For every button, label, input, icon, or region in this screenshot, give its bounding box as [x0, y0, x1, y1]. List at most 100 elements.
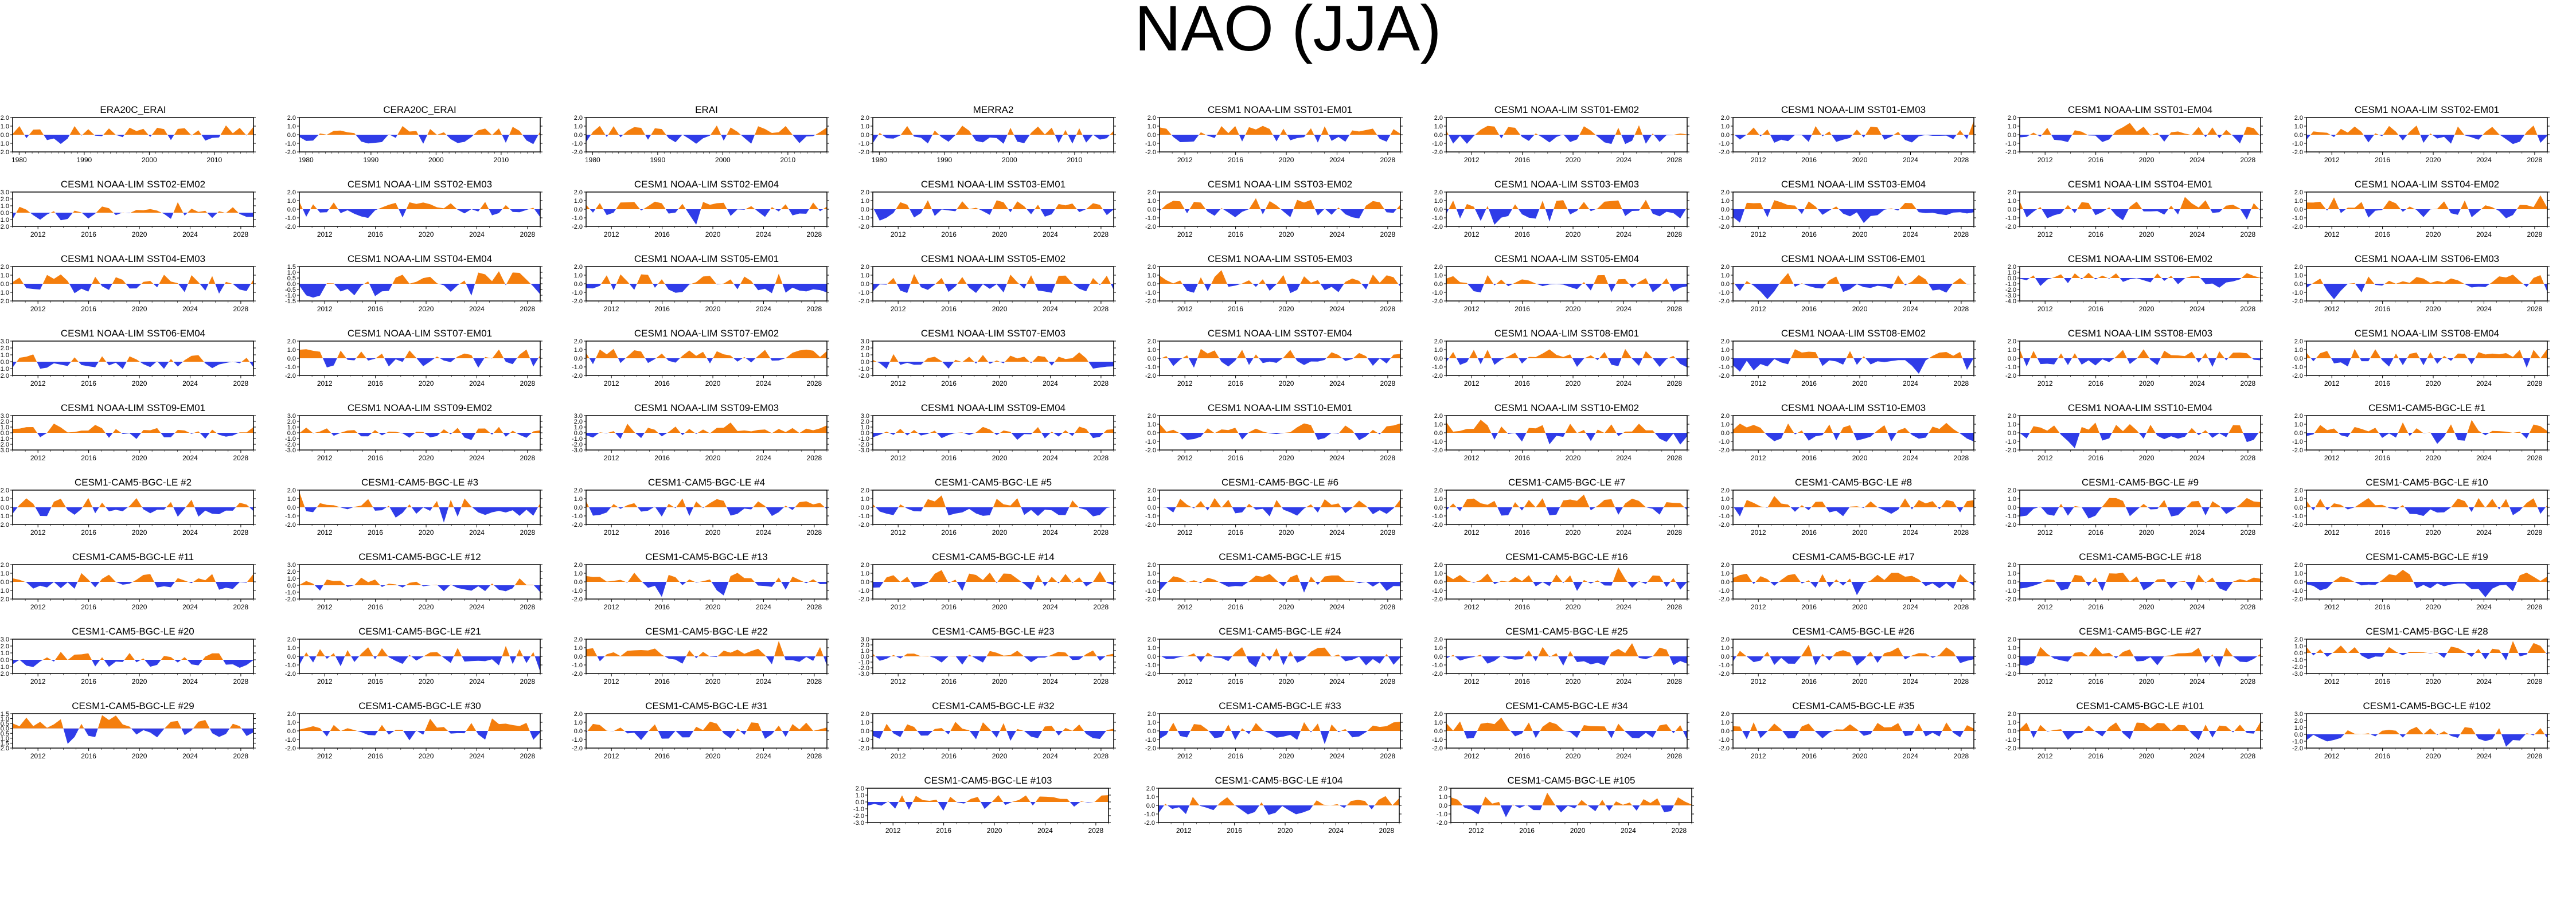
- x-tick-label: 2012: [1751, 230, 1766, 238]
- x-tick-label: 2016: [2375, 379, 2390, 388]
- panel-53: CESM1-CAM5-BGC-LE #9 2.0 1.00.0 -1.0 -2.0 201…: [2005, 477, 2263, 537]
- panel-title: CESM1 NOAA-LIM SST09-EM02: [348, 402, 492, 413]
- panel-82: CESM1-CAM5-BGC-LE #103 2.01.00.0-1.0-2.0-…: [853, 775, 1111, 835]
- x-tick-label: 2016: [1228, 230, 1243, 238]
- x-tick-label: 2024: [1043, 752, 1058, 760]
- x-tick-label: 2012: [2324, 752, 2340, 760]
- panel-title: CESM1-CAM5-BGC-LE #25: [1505, 626, 1628, 637]
- panel-title: CESM1 NOAA-LIM SST06-EM01: [1781, 253, 1926, 264]
- x-tick-label: 2020: [1279, 603, 1294, 611]
- positive-area: [299, 492, 540, 507]
- y-tick-label: -1.0: [285, 662, 296, 669]
- y-tick-label: 1.0: [287, 496, 296, 503]
- x-tick-label: 2028: [1954, 752, 1969, 760]
- positive-area: [2306, 727, 2547, 734]
- y-tick-label: 0.0: [574, 504, 583, 511]
- y-tick-label: -1.0: [858, 659, 869, 666]
- y-tick-label: 2.0: [574, 636, 583, 643]
- y-tick-label: -2.0: [1432, 373, 1443, 379]
- y-tick-label: 0.0: [2008, 206, 2016, 213]
- positive-area: [2020, 498, 2261, 507]
- panel-17: CESM1 NOAA-LIM SST04-EM01 2.0 1.00.0 -1.0 -2…: [2005, 179, 2263, 238]
- y-tick-label: 0.0: [287, 653, 296, 660]
- panel-5: CESM1 NOAA-LIM SST01-EM01 2.01.0 0.0-1.0 -2…: [1145, 104, 1403, 164]
- panel-title: CESM1 NOAA-LIM SST06-EM04: [61, 328, 205, 339]
- panel-title: CESM1-CAM5-BGC-LE #4: [648, 477, 765, 488]
- panel-title: CESM1-CAM5-BGC-LE #13: [645, 551, 768, 562]
- y-tick-label: 2.0: [287, 711, 296, 718]
- x-tick-label: 2016: [1515, 230, 1530, 238]
- x-tick-label: 2024: [1043, 305, 1058, 313]
- negative-area: [1446, 284, 1687, 293]
- y-tick-label: 2.0: [1439, 785, 1447, 792]
- x-tick-label: 2016: [2375, 454, 2390, 462]
- positive-area: [1733, 573, 1974, 582]
- positive-area: [2020, 123, 2261, 135]
- negative-area: [299, 135, 540, 144]
- x-tick-label: 2012: [2324, 678, 2340, 686]
- panel-title: CESM1-CAM5-BGC-LE #7: [1508, 477, 1625, 488]
- x-tick-label: 2024: [1329, 752, 1345, 760]
- panel-title: CESM1 NOAA-LIM SST04-EM03: [61, 253, 205, 264]
- positive-area: [2020, 722, 2261, 731]
- y-tick-label: 1.0: [1, 496, 9, 503]
- panel-title: CESM1 NOAA-LIM SST05-EM03: [1208, 253, 1352, 264]
- panel-83: CESM1-CAM5-BGC-LE #104 2.0 1.0 0.0 -1.0 -2.0 2…: [1144, 775, 1402, 835]
- positive-area: [1733, 273, 1974, 284]
- x-tick-label: 2020: [1279, 379, 1294, 388]
- x-tick-label: 2024: [1043, 603, 1058, 611]
- x-tick-label: 2012: [2038, 752, 2053, 760]
- negative-area: [1160, 582, 1400, 593]
- y-tick-label: 2.0: [1434, 636, 1443, 643]
- x-tick-label: 2020: [2139, 230, 2155, 238]
- x-tick-label: 2028: [807, 454, 822, 462]
- x-tick-label: 2020: [992, 678, 1008, 686]
- x-tick-label: 2020: [2426, 156, 2441, 164]
- x-tick-label: 2012: [1177, 678, 1193, 686]
- x-tick-label: 2016: [654, 305, 670, 313]
- y-tick-label: 1.0: [2008, 347, 2016, 354]
- y-tick-label: 1.0: [856, 792, 864, 799]
- panel-51: CESM1-CAM5-BGC-LE #7 2.0 1.00.0 -1.0 -2.0 201…: [1432, 477, 1689, 537]
- x-tick-label: 2028: [233, 305, 249, 313]
- y-tick-label: 0.0: [287, 504, 296, 511]
- x-tick-label: 2028: [2527, 156, 2543, 164]
- y-tick-label: 2.0: [861, 562, 869, 569]
- y-tick-label: -2.0: [1145, 373, 1156, 379]
- panel-59: CESM1-CAM5-BGC-LE #15 2.01.0 0.0 -1.0 -2.0 20…: [1145, 551, 1403, 611]
- y-tick-label: -1.0: [2005, 662, 2016, 669]
- y-tick-label: 0.5: [287, 275, 296, 282]
- y-tick-label: -1.0: [2005, 588, 2016, 594]
- x-tick-label: 2028: [520, 379, 536, 388]
- y-tick-label: 0.0: [1434, 579, 1443, 586]
- x-tick-label: 2024: [2189, 529, 2205, 537]
- y-tick-label: 1.0: [861, 496, 869, 503]
- x-tick-label: 2012: [891, 230, 906, 238]
- x-tick-label: 1980: [298, 156, 314, 164]
- x-tick-label: 2028: [233, 454, 249, 462]
- y-tick-label: 1.0: [1434, 198, 1443, 205]
- panel-29: CESM1 NOAA-LIM SST07-EM01 2.0 1.00.0 -1.0 -2…: [285, 328, 542, 388]
- positive-area: [1160, 574, 1400, 582]
- x-tick-label: 2016: [368, 305, 383, 313]
- y-tick-label: -2.0: [0, 522, 9, 529]
- x-tick-label: 2028: [520, 678, 536, 686]
- y-tick-label: 1.0: [574, 719, 583, 726]
- panel-47: CESM1-CAM5-BGC-LE #3 2.0 1.00.0 -1.0 -2.0 201…: [285, 477, 542, 537]
- y-tick-label: 3.0: [1, 338, 9, 345]
- y-tick-label: -3.0: [858, 671, 869, 678]
- x-tick-label: 2012: [891, 678, 906, 686]
- x-tick-label: 2024: [1616, 156, 1632, 164]
- negative-area: [2306, 734, 2547, 747]
- x-tick-label: 2016: [368, 379, 383, 388]
- y-tick-label: 3.0: [287, 562, 296, 569]
- y-tick-label: 3.0: [1, 413, 9, 420]
- positive-area: [299, 271, 540, 284]
- x-tick-label: 2020: [132, 379, 147, 388]
- x-tick-label: 2020: [419, 454, 434, 462]
- y-tick-label: 1.0: [1, 203, 9, 210]
- negative-area: [299, 507, 540, 523]
- y-tick-label: -1.0: [0, 664, 9, 671]
